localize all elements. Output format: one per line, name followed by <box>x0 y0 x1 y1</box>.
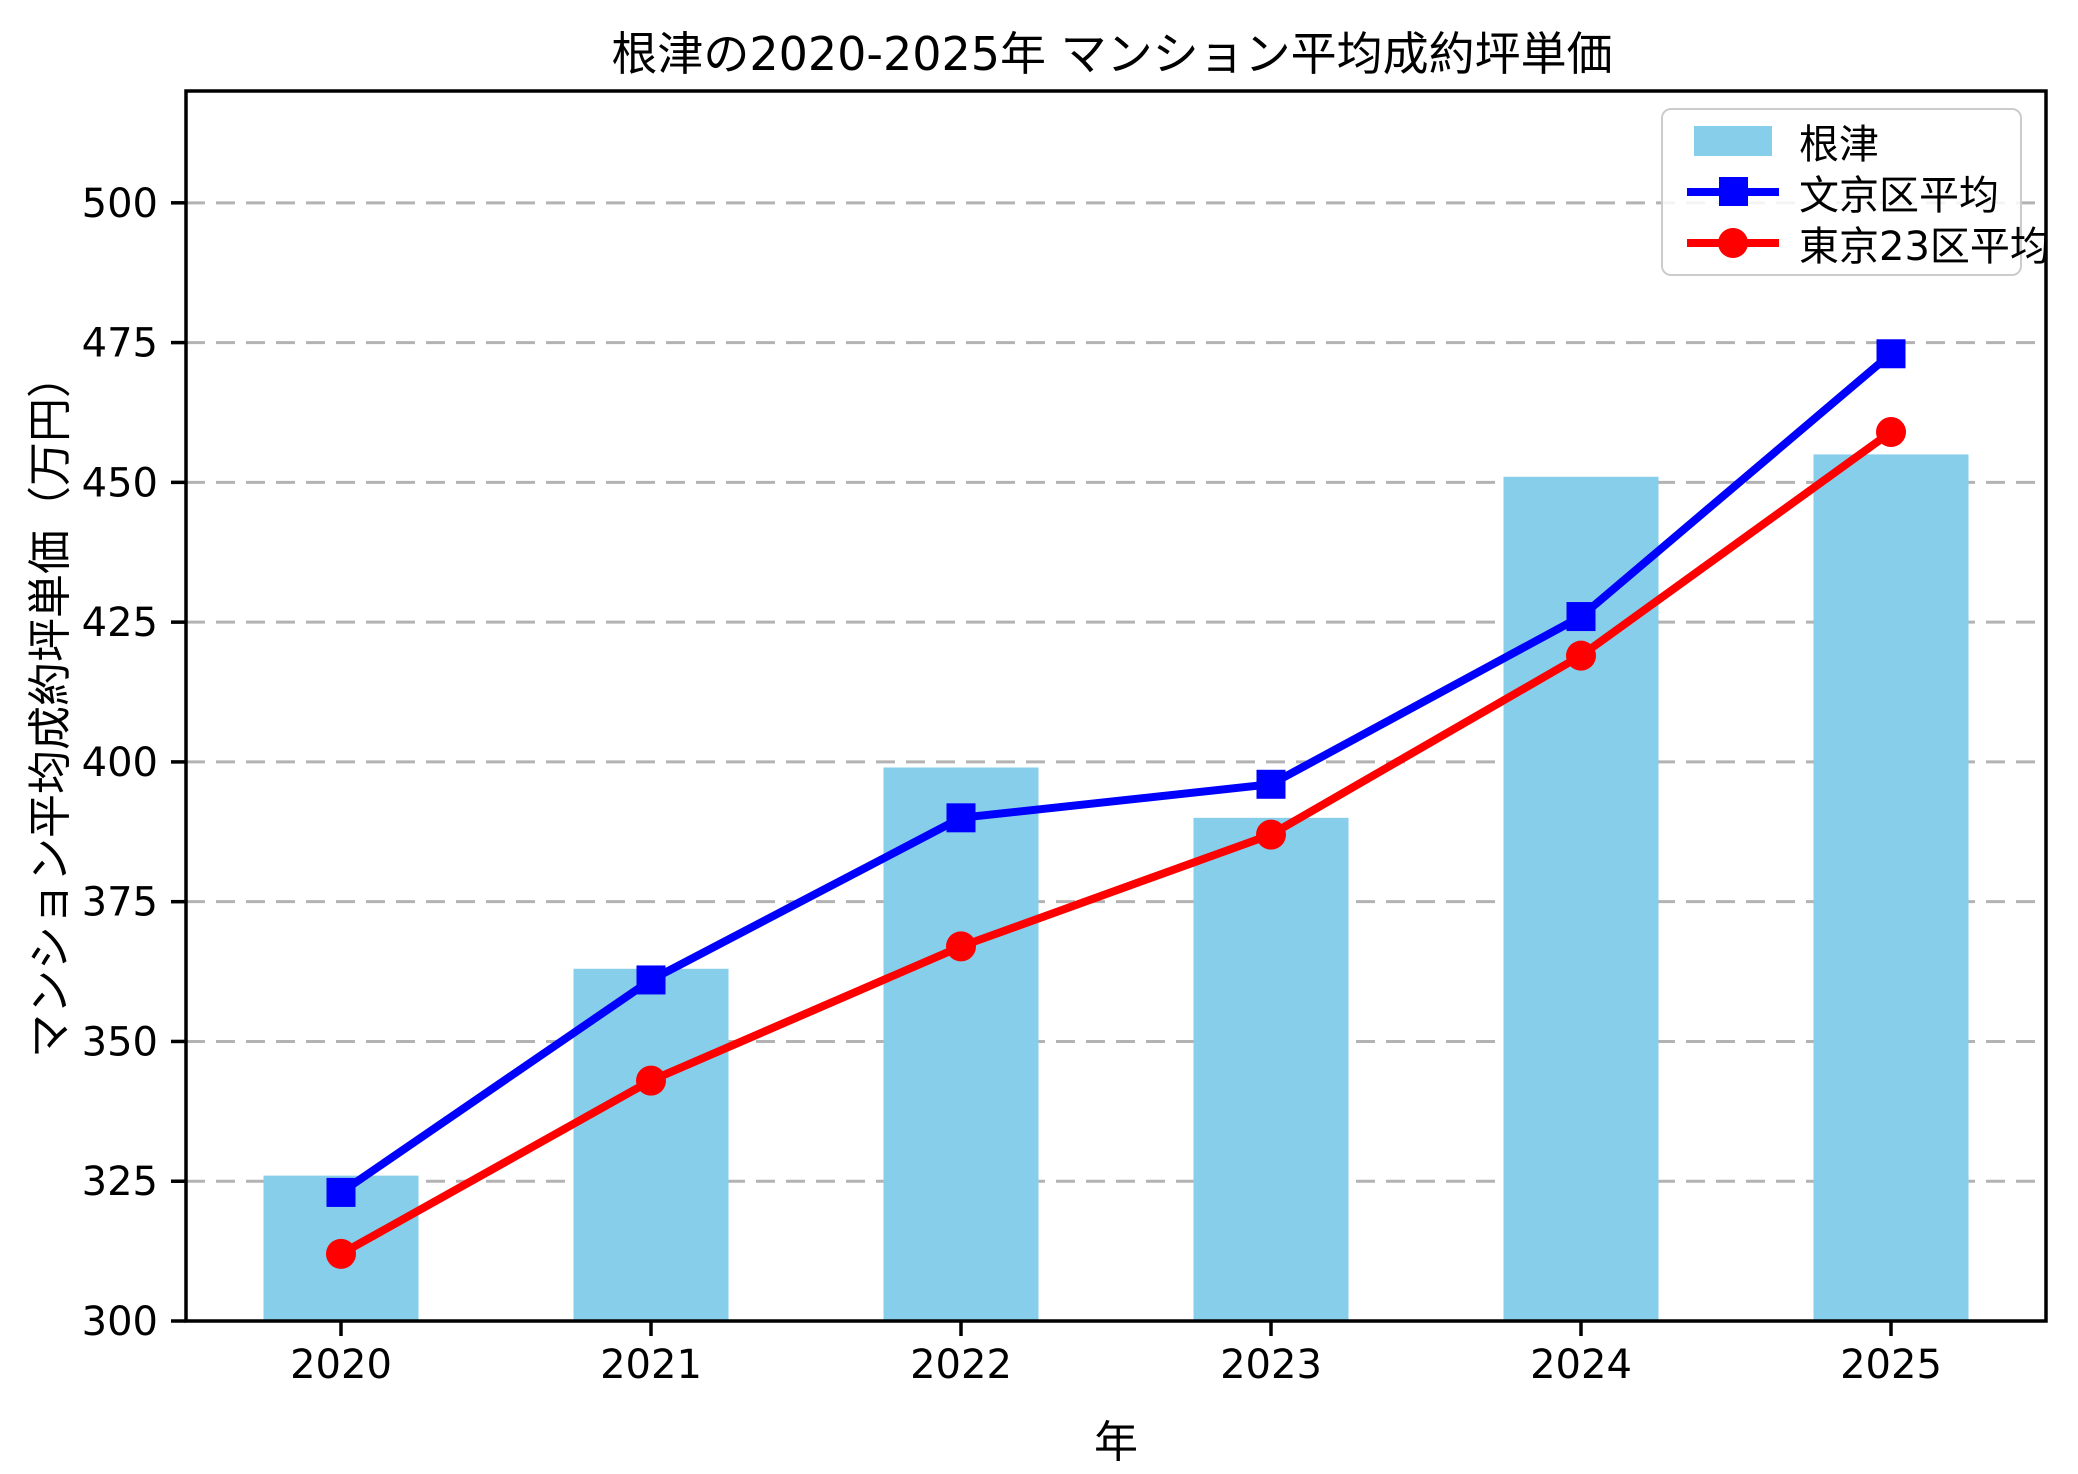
bar-2021 <box>573 968 729 1321</box>
legend-item: 文京区平均 <box>1685 168 2010 219</box>
y-tick-label: 425 <box>82 600 158 646</box>
y-tick-label: 450 <box>82 460 158 506</box>
y-tick-label: 375 <box>82 880 158 926</box>
x-tick-label: 2024 <box>1530 1342 1632 1388</box>
circle-marker-2020 <box>326 1238 356 1269</box>
square-marker-2020 <box>326 1177 356 1207</box>
y-tick-label: 400 <box>82 740 158 786</box>
legend-item-label: 文京区平均 <box>1799 172 1999 219</box>
circle-marker-2024 <box>1566 640 1596 671</box>
square-marker-2022 <box>946 803 976 833</box>
legend-line-circle-swatch-area <box>1685 219 1781 267</box>
line-東京23区平均 <box>339 428 1894 1258</box>
line-文京区平均 <box>338 350 1894 1196</box>
legend-item-label: 東京23区平均 <box>1799 223 2050 270</box>
legend-line-square-swatch-area <box>1685 168 1781 216</box>
y-tick-label: 500 <box>82 181 158 227</box>
y-axis-label: マンション平均成約坪単価（万円） <box>25 354 76 1058</box>
x-tick-label: 2025 <box>1840 1342 1942 1388</box>
circle-marker-2022 <box>946 931 976 962</box>
bar-swatch-icon <box>1694 126 1772 157</box>
square-marker-2023 <box>1256 769 1286 799</box>
chart-title: 根津の2020-2025年 マンション平均成約坪単価 <box>611 27 1613 81</box>
circle-marker-2025 <box>1876 417 1906 448</box>
legend: 根津 文京区平均 東京23区平均 <box>1661 108 2050 276</box>
square-marker-icon <box>1718 177 1748 207</box>
square-marker-2024 <box>1566 602 1596 632</box>
x-tick-label: 2021 <box>600 1342 702 1388</box>
legend-item-label: 根津 <box>1799 122 1879 169</box>
legend-bar-swatch-area <box>1685 117 1781 165</box>
x-axis-label: 年 <box>1094 1417 1138 1468</box>
square-marker-2025 <box>1876 339 1906 369</box>
plot-border <box>184 89 2048 1323</box>
bar-2022 <box>883 767 1039 1321</box>
legend-item: 根津 <box>1685 117 2010 168</box>
bar-2023 <box>1193 817 1349 1321</box>
y-tick-label: 325 <box>82 1159 158 1205</box>
bar-2025 <box>1813 454 1969 1322</box>
circle-marker-2023 <box>1256 819 1286 850</box>
legend-item: 東京23区平均 <box>1685 219 2050 270</box>
y-tick-label: 350 <box>82 1019 158 1065</box>
circle-marker-icon <box>1718 227 1748 258</box>
y-tick-label: 300 <box>82 1299 158 1345</box>
x-tick-label: 2020 <box>290 1342 392 1388</box>
square-marker-2021 <box>636 965 666 995</box>
x-tick-label: 2022 <box>910 1342 1012 1388</box>
circle-marker-2021 <box>636 1065 666 1096</box>
y-tick-label: 475 <box>82 321 158 367</box>
x-tick-label: 2023 <box>1220 1342 1322 1388</box>
